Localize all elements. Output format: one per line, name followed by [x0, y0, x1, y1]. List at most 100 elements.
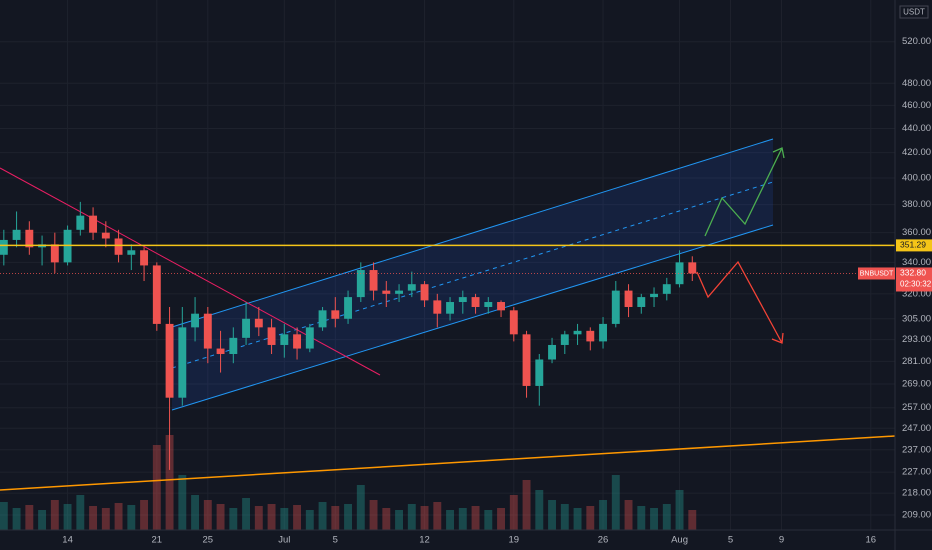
- channel-upper: [171, 138, 774, 328]
- volume-bar: [216, 504, 225, 530]
- candle-body: [254, 318, 263, 328]
- candle-body: [369, 270, 378, 291]
- x-tick-label: 21: [152, 535, 163, 546]
- x-tick-label: Aug: [671, 535, 688, 546]
- volume-bar: [242, 498, 251, 530]
- candle-body: [407, 284, 416, 291]
- y-tick-label: 305.00: [902, 313, 931, 324]
- volume-bar: [38, 510, 47, 530]
- candle-body: [0, 239, 8, 255]
- bear-arrow: [696, 260, 783, 344]
- y-tick-label: 440.00: [902, 123, 931, 134]
- candle-body: [280, 334, 289, 345]
- forecast-arrows: [696, 147, 785, 344]
- volume-bar: [165, 435, 174, 530]
- x-tick-label: 5: [333, 535, 338, 546]
- price-lines: [0, 244, 895, 274]
- candles: [0, 201, 697, 470]
- candle-body: [50, 244, 59, 263]
- candle-body: [89, 215, 98, 233]
- candle-body: [624, 290, 633, 307]
- x-tick-label: Jul: [278, 535, 290, 546]
- volume-bar: [305, 510, 314, 530]
- y-tick-label: 293.00: [902, 334, 931, 345]
- candle-body: [650, 293, 658, 298]
- candle-body: [318, 310, 327, 328]
- volume-bar: [407, 504, 416, 530]
- volume-bar: [191, 495, 200, 530]
- volume-bar: [484, 510, 493, 530]
- x-tick-label: 12: [419, 535, 430, 546]
- y-tick-label: 269.00: [902, 379, 931, 390]
- y-tick-label: 400.00: [902, 172, 931, 183]
- channel-lower: [171, 224, 774, 411]
- volume-bar: [382, 508, 391, 530]
- candle-body: [229, 337, 238, 354]
- candle-body: [637, 297, 646, 307]
- volume-bar: [509, 495, 518, 530]
- volume-bar: [331, 506, 340, 530]
- volume-bar: [395, 510, 404, 530]
- volume-bar: [140, 500, 149, 530]
- candle-body: [216, 348, 225, 354]
- y-tick-label: 320.00: [902, 288, 931, 299]
- volume-bar: [458, 508, 467, 530]
- candle-body: [599, 323, 607, 342]
- y-tick-label: 209.00: [902, 510, 931, 521]
- volume-bar: [560, 504, 569, 530]
- y-tick-label: 420.00: [902, 147, 931, 158]
- volume-bar: [344, 504, 353, 530]
- candle-body: [140, 250, 149, 266]
- bull-arrow: [704, 147, 783, 237]
- y-tick-label: 237.00: [902, 444, 931, 455]
- volume-bar: [50, 500, 59, 530]
- candle-body: [382, 290, 391, 294]
- volume-bar: [471, 506, 480, 530]
- volume-bar: [497, 508, 505, 530]
- volume-bar: [25, 505, 34, 530]
- candle-body: [203, 313, 212, 349]
- candle-body: [191, 313, 200, 328]
- candle-body: [76, 215, 85, 230]
- volume-bar: [522, 480, 531, 530]
- candle-body: [446, 302, 455, 314]
- y-tick-label: 281.00: [902, 356, 931, 367]
- volume-bar: [356, 485, 365, 530]
- bear-arrow-head: [771, 332, 784, 344]
- candle-body: [114, 238, 123, 255]
- volume-bar: [152, 445, 161, 530]
- y-tick-label: 257.00: [902, 402, 931, 413]
- candle-body: [471, 297, 480, 307]
- volume-bar: [662, 504, 671, 530]
- x-tick-label: 9: [779, 535, 784, 546]
- y-tick-label: 480.00: [902, 78, 931, 89]
- candle-body: [101, 232, 110, 239]
- currency: USDT: [903, 8, 925, 17]
- volume-bar: [280, 508, 289, 530]
- volume-bar: [229, 508, 238, 530]
- candle-body: [688, 262, 697, 274]
- candle-body: [662, 284, 671, 294]
- candle-body: [458, 297, 467, 303]
- volume-bar: [599, 500, 607, 530]
- x-tick-label: 16: [865, 535, 876, 546]
- volume-bar: [76, 495, 85, 530]
- volume-bar: [688, 510, 697, 530]
- y-tick-label: 227.00: [902, 467, 931, 478]
- y-tick-label: 520.00: [902, 36, 931, 47]
- countdown: 02:30:32: [900, 280, 932, 289]
- price-label-box: [896, 267, 932, 292]
- candle-body: [152, 265, 161, 324]
- candle-body: [305, 327, 314, 349]
- y-tick-label: 380.00: [902, 199, 931, 210]
- volume-bar: [203, 500, 212, 530]
- symbol-label: BNBUSDT: [860, 270, 894, 277]
- x-tick-label: 26: [598, 535, 609, 546]
- axis-labels: 520.00 480.00 460.00 440.00 420.00 400.00 380.…: [62, 36, 932, 546]
- volume-bar: [0, 502, 8, 530]
- volume-bar: [650, 508, 658, 530]
- y-tick-label: 360.00: [902, 227, 931, 238]
- price-label: 351.29: [900, 240, 926, 250]
- candle-body: [165, 323, 174, 398]
- candle-body: [356, 270, 365, 298]
